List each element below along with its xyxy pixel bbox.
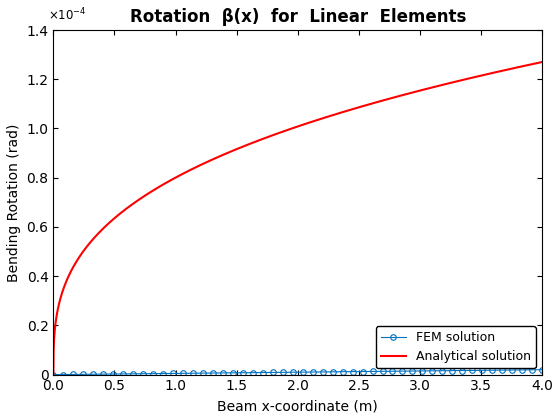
FEM solution bbox=[250, 370, 256, 375]
FEM solution bbox=[110, 372, 116, 377]
FEM solution bbox=[220, 370, 226, 375]
FEM solution bbox=[539, 367, 545, 372]
FEM solution bbox=[259, 370, 266, 375]
FEM solution bbox=[100, 372, 106, 377]
FEM solution bbox=[519, 368, 525, 373]
FEM solution bbox=[529, 368, 535, 373]
FEM solution bbox=[419, 368, 426, 373]
Analytical solution bbox=[288, 126, 295, 131]
FEM solution bbox=[499, 368, 506, 373]
FEM solution bbox=[369, 369, 376, 374]
Analytical solution bbox=[539, 60, 545, 65]
Analytical solution bbox=[275, 131, 282, 136]
FEM solution bbox=[339, 369, 346, 374]
FEM solution bbox=[319, 370, 326, 375]
FEM solution bbox=[439, 368, 446, 373]
FEM solution bbox=[359, 369, 366, 374]
FEM solution bbox=[459, 368, 466, 373]
FEM solution bbox=[309, 370, 316, 375]
FEM solution bbox=[240, 370, 246, 375]
FEM solution bbox=[469, 368, 475, 373]
FEM solution bbox=[509, 368, 516, 373]
Analytical solution bbox=[50, 372, 57, 377]
FEM solution bbox=[479, 368, 486, 373]
FEM solution bbox=[399, 369, 406, 374]
FEM solution bbox=[379, 369, 386, 374]
FEM solution bbox=[50, 372, 57, 377]
FEM solution bbox=[279, 370, 286, 375]
Analytical solution bbox=[525, 63, 531, 68]
FEM solution bbox=[70, 372, 77, 377]
Y-axis label: Bending Rotation (rad): Bending Rotation (rad) bbox=[7, 123, 21, 281]
X-axis label: Beam x-coordinate (m): Beam x-coordinate (m) bbox=[217, 399, 378, 413]
FEM solution bbox=[80, 372, 87, 377]
FEM solution bbox=[230, 370, 236, 375]
FEM solution bbox=[329, 369, 336, 374]
Analytical solution bbox=[435, 84, 442, 89]
FEM solution bbox=[90, 372, 97, 377]
FEM solution bbox=[389, 369, 396, 374]
FEM solution bbox=[300, 370, 306, 375]
FEM solution bbox=[429, 368, 436, 373]
FEM solution bbox=[349, 369, 356, 374]
FEM solution bbox=[140, 371, 147, 376]
FEM solution bbox=[409, 368, 416, 373]
Analytical solution bbox=[75, 256, 82, 261]
FEM solution bbox=[449, 368, 456, 373]
Title: Rotation  β(x)  for  Linear  Elements: Rotation β(x) for Linear Elements bbox=[129, 8, 466, 26]
FEM solution bbox=[120, 371, 127, 376]
FEM solution bbox=[150, 371, 156, 376]
FEM solution bbox=[199, 370, 206, 375]
FEM solution bbox=[489, 368, 496, 373]
Line: Analytical solution: Analytical solution bbox=[53, 62, 542, 375]
FEM solution bbox=[60, 372, 67, 377]
FEM solution bbox=[130, 371, 137, 376]
Analytical solution bbox=[524, 63, 531, 68]
Legend: FEM solution, Analytical solution: FEM solution, Analytical solution bbox=[376, 326, 536, 368]
FEM solution bbox=[290, 370, 296, 375]
FEM solution bbox=[170, 371, 176, 376]
FEM solution bbox=[209, 370, 216, 375]
FEM solution bbox=[190, 371, 197, 376]
Line: FEM solution: FEM solution bbox=[50, 367, 545, 378]
FEM solution bbox=[180, 371, 186, 376]
FEM solution bbox=[269, 370, 276, 375]
FEM solution bbox=[160, 371, 166, 376]
Text: $\times10^{-4}$: $\times10^{-4}$ bbox=[49, 7, 87, 23]
